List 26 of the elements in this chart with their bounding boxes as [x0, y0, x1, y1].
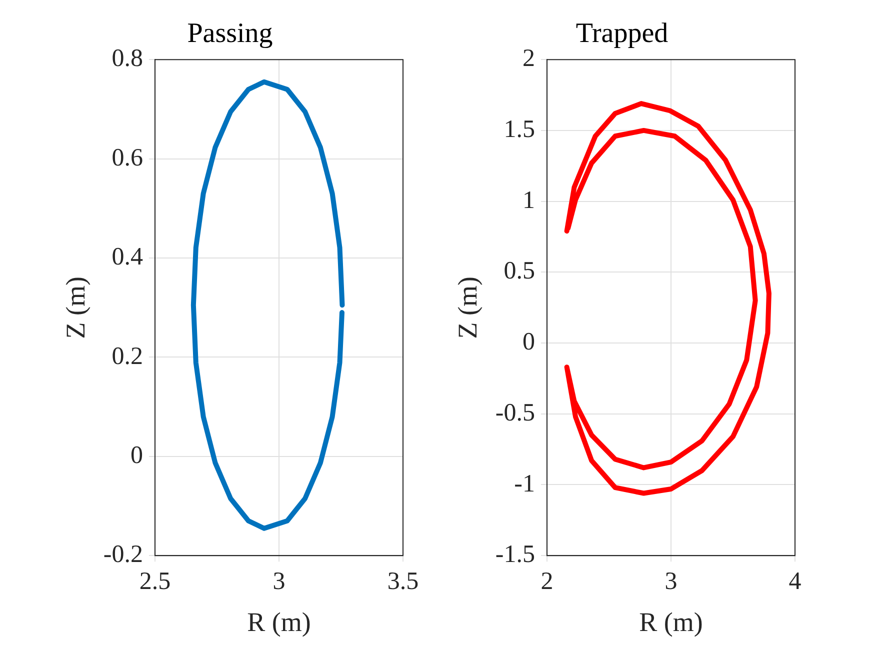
x-axis-title: R (m): [247, 606, 311, 637]
y-tick-label: 0.4: [112, 244, 144, 271]
y-axis-title: Z (m): [452, 276, 482, 339]
x-tick-label: 2: [540, 568, 554, 596]
x-tick-label: 3.5: [387, 568, 419, 596]
y-tick-label: 0.6: [112, 144, 143, 172]
x-axis-title: R (m): [639, 606, 703, 637]
x-tick-label: 4: [788, 568, 802, 596]
x-tick-label: 2.5: [139, 568, 171, 596]
x-tick-label: 3: [272, 568, 286, 596]
chart-title: Trapped: [576, 18, 668, 50]
y-tick-label: 2: [522, 45, 535, 72]
y-tick-label: -0.2: [103, 541, 143, 568]
chart-title: Passing: [187, 18, 273, 50]
y-tick-label: 0.2: [112, 342, 143, 370]
y-tick-label: -1.5: [495, 541, 535, 568]
x-tick-label: 3: [664, 568, 678, 596]
y-tick-label: -1: [514, 470, 535, 498]
y-tick-label: 1: [522, 186, 535, 214]
y-tick-label: 1.5: [504, 116, 535, 144]
y-tick-label: 0: [522, 328, 535, 356]
y-tick-label: -0.5: [495, 399, 535, 426]
y-axis-title: Z (m): [60, 276, 90, 339]
y-tick-label: 0: [130, 442, 143, 469]
y-tick-label: 0.5: [504, 258, 535, 285]
y-tick-label: 0.8: [112, 45, 143, 72]
